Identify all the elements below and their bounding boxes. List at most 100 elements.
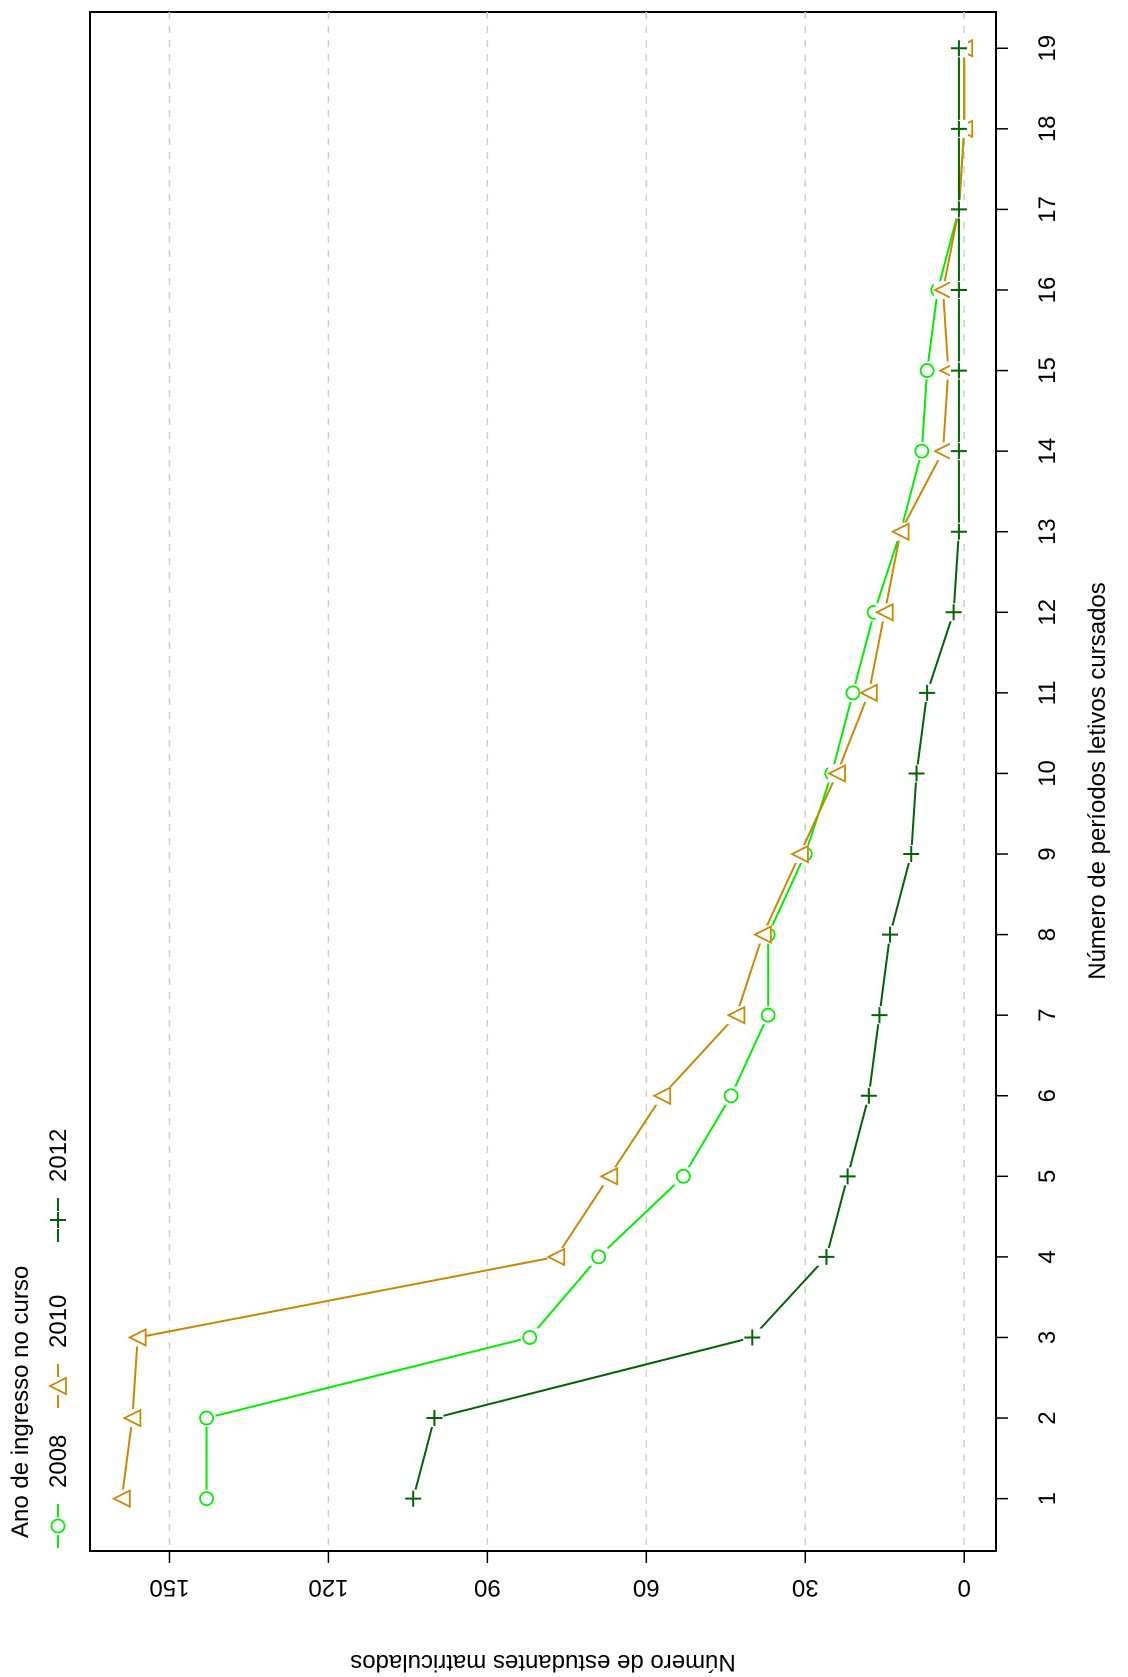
y-tick-label: 60 <box>633 1574 660 1601</box>
data-point <box>950 362 967 379</box>
series-layer <box>111 38 974 1509</box>
series-line <box>205 48 966 1499</box>
data-point <box>652 1086 672 1106</box>
series-2008 <box>197 39 974 1508</box>
marker-gap <box>547 1247 566 1266</box>
x-tick-label: 3 <box>1034 1331 1061 1344</box>
y-tick-label: 30 <box>792 1574 819 1601</box>
x-tick-label: 7 <box>1034 1008 1061 1021</box>
x-tick-label: 15 <box>1034 357 1061 384</box>
x-tick-label: 8 <box>1034 928 1061 941</box>
data-point <box>919 684 936 701</box>
data-point <box>858 683 878 703</box>
data-point <box>199 1491 214 1507</box>
data-point <box>818 1248 835 1265</box>
series-line <box>412 48 960 1499</box>
marker-gap <box>653 1086 672 1105</box>
marker-gap <box>934 442 953 461</box>
data-point <box>122 1408 142 1428</box>
x-tick-label: 4 <box>1034 1250 1061 1263</box>
data-point <box>760 1007 776 1023</box>
legend-label: 2010 <box>45 1295 72 1348</box>
y-tick-label: 0 <box>958 1574 971 1601</box>
data-point <box>111 1489 131 1509</box>
marker-gap <box>49 1377 67 1395</box>
y-axis: 0 30 60 90 120 150 <box>149 1551 971 1601</box>
legend-marker <box>50 1212 66 1228</box>
y-tick-label: 120 <box>308 1574 348 1601</box>
marker-gap <box>891 522 910 541</box>
data-point <box>860 1087 877 1104</box>
data-point <box>950 443 967 460</box>
x-tick-label: 5 <box>1034 1170 1061 1183</box>
x-tick-label: 2 <box>1034 1411 1061 1424</box>
marker-gap <box>600 1167 619 1186</box>
data-point <box>789 844 809 864</box>
series-2012 <box>404 39 968 1508</box>
x-tick-label: 1 <box>1034 1492 1061 1505</box>
data-point <box>950 281 967 298</box>
data-point <box>950 120 967 137</box>
legend-label: 2008 <box>45 1435 72 1488</box>
legend-title: Ano de ingresso no curso <box>7 1266 34 1538</box>
plot-frame <box>89 11 997 1552</box>
legend: Ano de ingresso no curso 2008 2010 2012 <box>7 1129 72 1548</box>
data-point <box>914 443 930 459</box>
data-point <box>890 522 910 542</box>
marker-gap <box>934 280 953 299</box>
marker-gap <box>828 764 847 783</box>
data-point <box>591 1249 607 1265</box>
y-tick-label: 150 <box>149 1574 189 1601</box>
legend-marker <box>50 1518 66 1534</box>
data-point <box>945 604 962 621</box>
x-tick-label: 13 <box>1034 518 1061 545</box>
data-point <box>599 1166 619 1186</box>
series-2010 <box>111 38 974 1509</box>
data-point <box>903 846 920 863</box>
data-point <box>726 1005 746 1025</box>
marker-gap <box>875 603 894 622</box>
x-tick-label: 14 <box>1034 438 1061 465</box>
legend-marker <box>47 1376 67 1396</box>
data-point <box>950 523 967 540</box>
data-point <box>744 1329 761 1346</box>
data-point <box>752 925 772 945</box>
x-tick-label: 19 <box>1034 35 1061 62</box>
x-tick-label: 12 <box>1034 599 1061 626</box>
y-axis-label: Número de estudantes matriculados <box>350 1649 736 1676</box>
data-point <box>950 201 967 218</box>
marker-gap <box>123 1409 142 1428</box>
data-point <box>919 363 935 378</box>
marker-gap <box>790 845 809 864</box>
marker-gap <box>753 925 772 944</box>
marker-gap <box>727 1006 746 1025</box>
data-point <box>871 1007 888 1024</box>
x-tick-label: 6 <box>1034 1089 1061 1102</box>
data-point <box>127 1328 147 1347</box>
marker-gap <box>112 1489 131 1508</box>
data-point <box>426 1410 443 1427</box>
x-tick-label: 11 <box>1034 680 1061 705</box>
data-point <box>405 1490 422 1507</box>
grid <box>168 12 965 1551</box>
marker-gap <box>859 683 878 702</box>
data-point <box>950 40 967 57</box>
marker-gap <box>128 1328 147 1347</box>
data-point <box>874 602 894 622</box>
data-point <box>827 763 846 783</box>
data-point <box>199 1410 214 1426</box>
x-axis-label: Número de períodos letivos cursados <box>1084 582 1111 980</box>
data-point <box>839 1168 856 1185</box>
data-point <box>908 765 925 782</box>
x-tick-label: 9 <box>1034 847 1061 860</box>
x-tick-label: 18 <box>1034 115 1061 142</box>
x-tick-label: 16 <box>1034 277 1061 304</box>
data-point <box>522 1330 538 1345</box>
x-tick-label: 10 <box>1034 760 1061 787</box>
data-point <box>723 1088 739 1104</box>
data-point <box>676 1168 691 1184</box>
y-tick-label: 90 <box>474 1574 501 1601</box>
legend-label: 2012 <box>45 1129 72 1182</box>
